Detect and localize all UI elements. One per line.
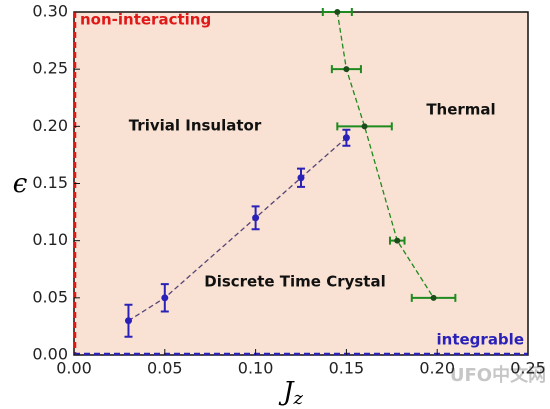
point [361,123,368,130]
x-tick-label: 0.25 [510,359,546,378]
y-axis-label: ϵ [13,169,28,199]
x-axis-label-main: J [278,377,295,407]
region-label: Thermal [426,101,495,119]
point [343,66,350,73]
point [124,317,132,325]
y-tick-label: 0.10 [32,230,68,249]
point [252,214,260,222]
y-tick-label: 0.25 [32,59,68,78]
y-tick-label: 0.00 [32,345,68,364]
x-axis-label-sub: z [292,388,303,409]
y-tick-label: 0.05 [32,287,68,306]
x-axis-label: Jz [278,377,303,409]
x-tick-label: 0.15 [329,359,365,378]
x-tick-label: 0.10 [238,359,274,378]
watermark: UFO中文网 [450,364,546,386]
y-tick-label: 0.20 [32,116,68,135]
series-line [336,11,435,299]
y-tick-label: 0.15 [32,173,68,192]
x-tick-label: 0.20 [419,359,455,378]
point [430,294,437,301]
point [342,134,350,142]
region-label: Discrete Time Crystal [204,273,386,291]
point [161,294,169,302]
point [334,9,341,15]
x-tick-label: 0.05 [147,359,183,378]
annotation: non-interacting [80,11,211,29]
point [297,174,305,182]
x-tick-label: 0.00 [56,359,92,378]
region-label: Trivial Insulator [129,117,262,135]
point [394,237,401,244]
y-tick-label: 0.30 [32,2,68,21]
annotation: integrable [437,331,524,349]
